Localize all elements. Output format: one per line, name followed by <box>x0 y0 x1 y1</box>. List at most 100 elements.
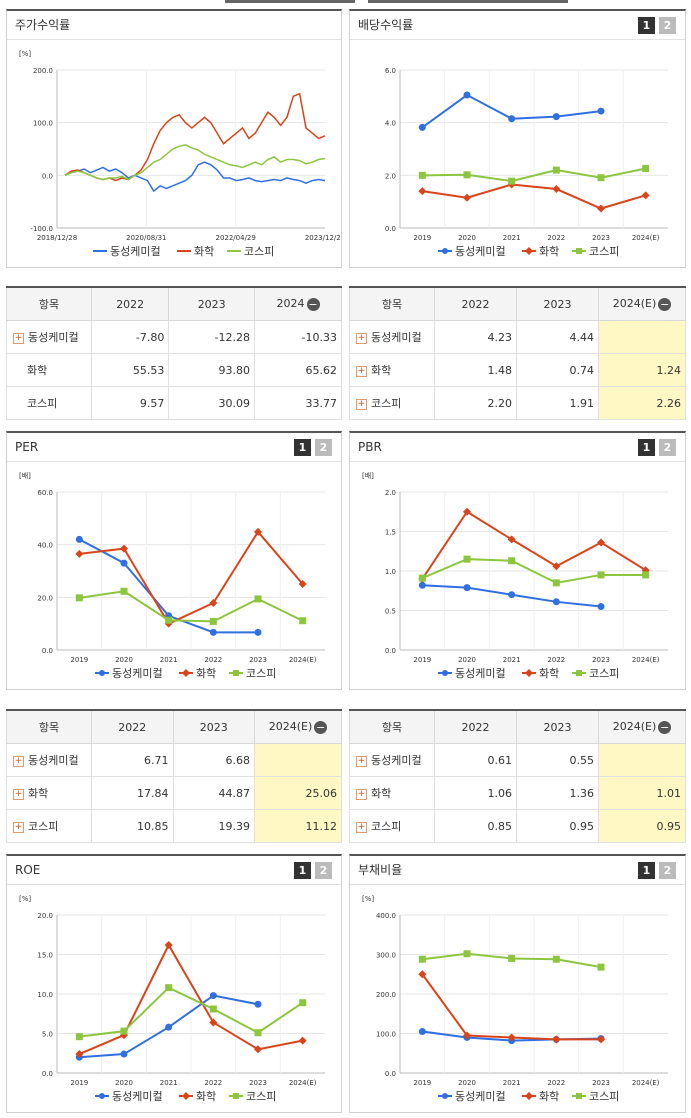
x-tick-label: 2019 <box>70 656 88 664</box>
legend-label: 코스피 <box>246 1090 276 1103</box>
table-row: + 동성케미컬 -7.80 -12.28 -10.33 <box>6 320 342 354</box>
data-point <box>254 595 262 603</box>
table-row: + 화학 1.06 1.36 1.01 <box>349 776 686 810</box>
data-point <box>418 581 426 589</box>
pbr-table: 항목 2022 2023 2024(E) − + 동성케미컬 0.61 0.55 + 화학 1.06 1… <box>349 709 686 843</box>
expand-icon[interactable]: + <box>356 332 367 344</box>
y-tick-label: 100.0 <box>33 120 53 128</box>
expand-icon[interactable]: + <box>13 788 24 800</box>
page-1-button[interactable]: 1 <box>294 862 311 879</box>
y-tick-label: 5.0 <box>42 1031 53 1039</box>
y-unit-label: [%] <box>362 895 374 903</box>
row-name: 코스피 <box>6 386 92 420</box>
series-line <box>79 590 304 623</box>
x-tick-label: 2019 <box>70 1079 88 1087</box>
x-tick-label: 2024(E) <box>632 1079 660 1087</box>
table-cell: 0.74 <box>516 353 599 387</box>
y-unit-label: [배] <box>362 471 374 480</box>
table-cell: 0.95 <box>598 809 686 843</box>
page-2-button[interactable]: 2 <box>659 862 676 879</box>
y-tick-label: 6.0 <box>385 67 396 75</box>
legend-marker <box>442 670 448 676</box>
table-cell: 4.23 <box>434 320 517 354</box>
row-name[interactable]: + 화학 <box>349 776 435 810</box>
data-point <box>597 174 605 182</box>
y-tick-label: 20.0 <box>37 594 53 602</box>
data-point <box>463 555 471 563</box>
row-name-label: 코스피 <box>28 820 59 833</box>
legend-marker <box>182 1092 190 1100</box>
data-point <box>552 185 561 194</box>
expand-icon[interactable]: + <box>356 788 367 800</box>
page-1-button[interactable]: 1 <box>638 862 655 879</box>
table-cell: -10.33 <box>254 320 342 354</box>
row-name[interactable]: + 동성케미컬 <box>6 743 92 777</box>
series-line <box>421 510 647 580</box>
page-2-button[interactable]: 2 <box>315 862 332 879</box>
row-name[interactable]: + 동성케미컬 <box>349 320 435 354</box>
legend-label: 동성케미컬 <box>110 245 161 258</box>
data-point <box>209 599 218 608</box>
legend-label: 코스피 <box>589 245 619 258</box>
y-tick-label: 10.0 <box>37 991 53 999</box>
data-point <box>418 574 426 582</box>
x-tick-label: 2023/12/28 <box>305 234 341 242</box>
page-2-button[interactable]: 2 <box>659 17 676 34</box>
data-point <box>597 571 605 579</box>
series-line <box>421 973 601 1041</box>
collapse-icon[interactable]: − <box>306 297 320 311</box>
collapse-icon[interactable]: − <box>658 720 672 734</box>
expand-icon[interactable]: + <box>13 821 24 833</box>
y-tick-label: 200.0 <box>376 991 396 999</box>
collapse-icon[interactable]: − <box>658 297 672 311</box>
x-tick-label: 2020 <box>115 1079 133 1087</box>
expand-icon[interactable]: + <box>356 365 367 377</box>
table-cell: 17.84 <box>91 776 174 810</box>
row-name[interactable]: + 동성케미컬 <box>349 743 435 777</box>
data-point <box>299 617 307 625</box>
legend-label: 코스피 <box>589 667 619 680</box>
expand-icon[interactable]: + <box>13 332 24 344</box>
expand-icon[interactable]: + <box>356 821 367 833</box>
dividend-yield-chart: 6.0 4.0 2.0 0.0 2019 2020 2021 2022 2023 2024(E) 동… <box>385 67 668 258</box>
page-2-button[interactable]: 2 <box>315 439 332 456</box>
row-name[interactable]: + 코스피 <box>349 386 435 420</box>
y-tick-label: 1.0 <box>385 568 396 576</box>
table-row: + 코스피 0.85 0.95 0.95 <box>349 809 686 843</box>
table-row: + 화학 1.48 0.74 1.24 <box>349 353 686 387</box>
page-1-button[interactable]: 1 <box>638 17 655 34</box>
row-name[interactable]: + 코스피 <box>349 809 435 843</box>
row-name[interactable]: + 화학 <box>349 353 435 387</box>
x-tick-label: 2022 <box>547 234 565 242</box>
table-header-year: 2024(E) − <box>598 286 686 321</box>
table-cell: 33.77 <box>254 386 342 420</box>
expand-icon[interactable]: + <box>356 398 367 410</box>
row-name[interactable]: + 화학 <box>6 776 92 810</box>
page-2-button[interactable]: 2 <box>659 439 676 456</box>
row-name[interactable]: + 코스피 <box>6 809 92 843</box>
data-point <box>120 559 128 567</box>
legend-label: 동성케미컬 <box>455 667 506 680</box>
expand-icon[interactable]: + <box>356 755 367 767</box>
table-header-year: 2022 <box>434 286 517 321</box>
per-chart: [배] 60.0 40.0 20.0 0.0 2019 2020 2021 2022 2023 20… <box>19 471 325 680</box>
x-tick-label: 2024(E) <box>632 656 660 664</box>
page-1-button[interactable]: 1 <box>638 439 655 456</box>
table-cell: 1.24 <box>598 353 686 387</box>
pbr-chart: [배] 2.0 1.5 1.0 0.5 0.0 2019 2020 2021 2022 2023 20… <box>362 471 668 680</box>
data-point <box>120 1027 128 1035</box>
debt-ratio-panel: 부채비율 1 2 [%] 400.0 300.0 200.0 100.0 0.0 2019 2… <box>349 854 686 1113</box>
x-tick-label: 2020 <box>115 656 133 664</box>
y-tick-label: 0.0 <box>385 647 396 655</box>
collapse-icon[interactable]: − <box>314 720 328 734</box>
table-cell: 6.71 <box>91 743 174 777</box>
table-header-year: 2022 <box>90 286 170 321</box>
data-point <box>597 1035 605 1044</box>
data-point <box>254 1045 262 1054</box>
expand-icon[interactable]: + <box>13 755 24 767</box>
row-name[interactable]: + 동성케미컬 <box>6 320 92 354</box>
x-tick-label: 2023 <box>249 656 267 664</box>
page-1-button[interactable]: 1 <box>294 439 311 456</box>
x-tick-label: 2023 <box>592 234 610 242</box>
